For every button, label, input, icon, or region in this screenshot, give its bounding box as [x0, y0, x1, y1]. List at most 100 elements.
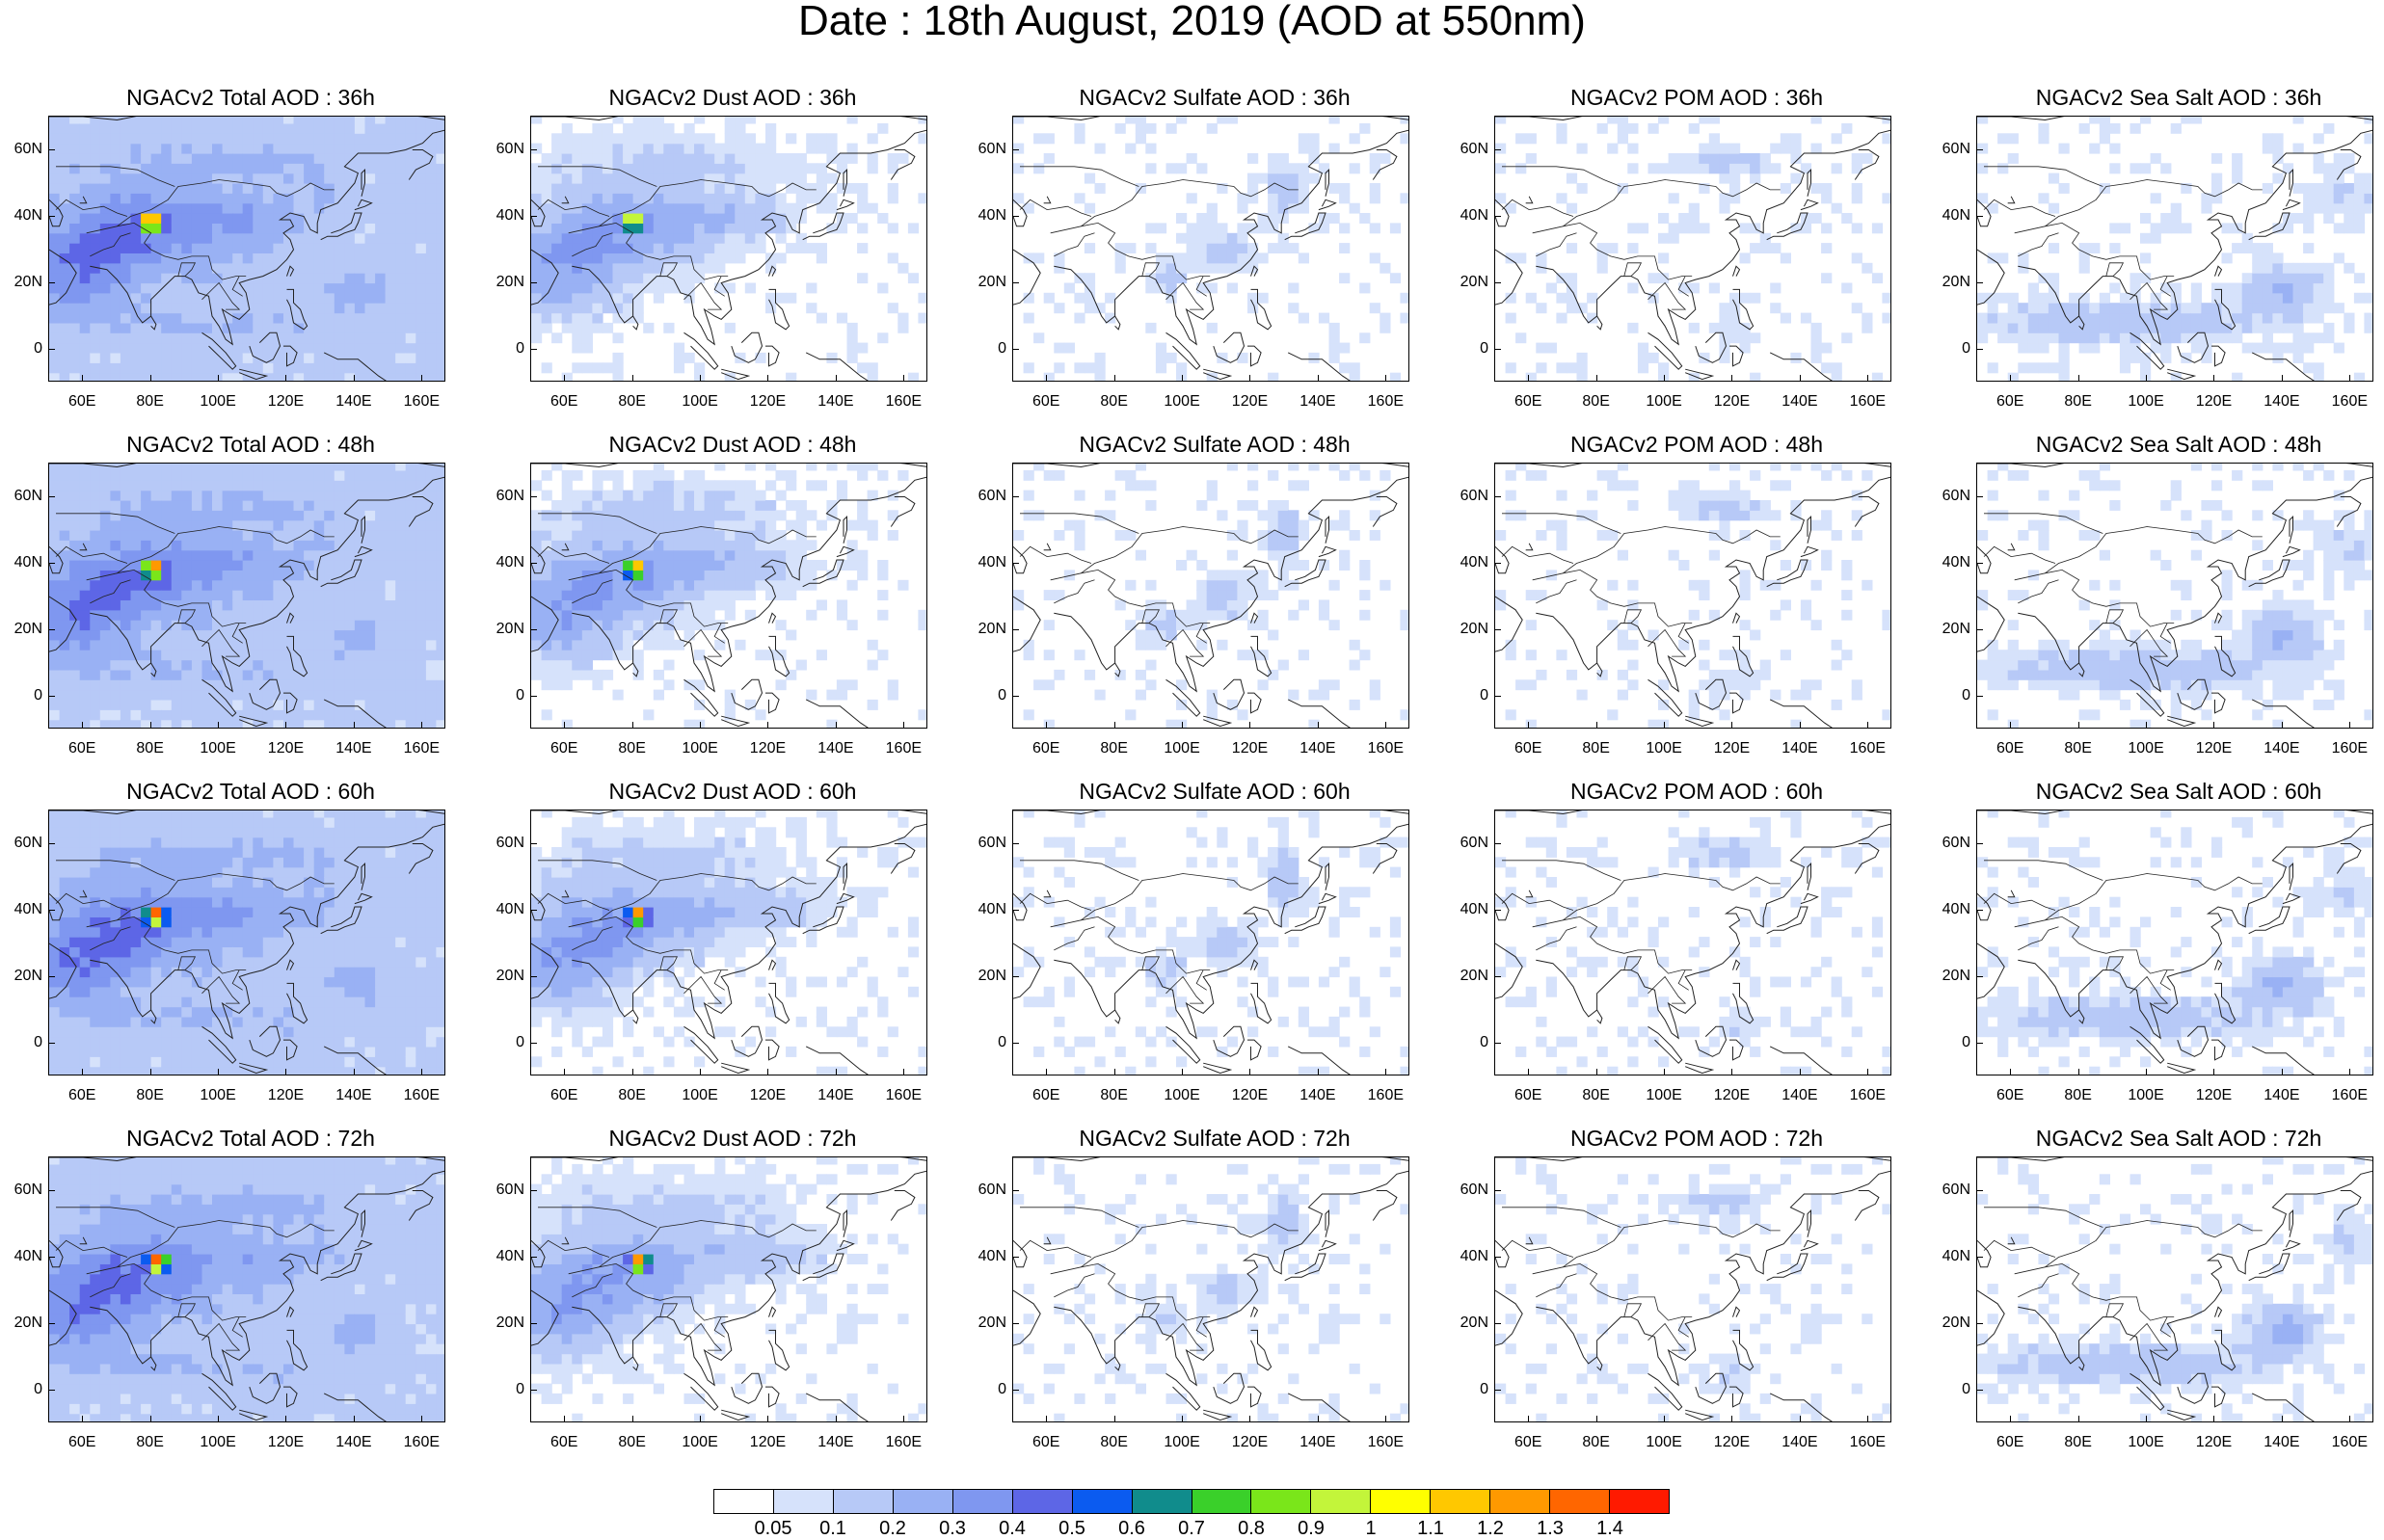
aod-cell: [1709, 510, 1720, 520]
aod-cell: [1350, 163, 1360, 173]
aod-cell: [2232, 373, 2242, 382]
aod-cell: [304, 283, 314, 294]
aod-cell: [2252, 303, 2263, 313]
aod-cell: [202, 580, 213, 591]
aod-cell: [603, 590, 613, 600]
aod-cell: [684, 590, 695, 600]
aod-cell: [1821, 470, 1832, 481]
aod-cell: [705, 560, 715, 571]
aod-cell: [776, 590, 787, 600]
aod-cell: [202, 223, 213, 233]
aod-cell: [69, 343, 80, 354]
aod-cell: [365, 353, 376, 363]
aod-cell: [1268, 153, 1278, 164]
aod-cell: [49, 173, 60, 184]
aod-cell: [100, 163, 111, 173]
aod-cell: [365, 117, 376, 124]
aod-cell: [1689, 223, 1700, 233]
aod-cell: [415, 283, 426, 294]
aod-cell: [1380, 153, 1390, 164]
aod-cell: [294, 233, 305, 244]
aod-cell: [633, 173, 644, 184]
aod-cell: [1268, 550, 1278, 561]
aod-cell: [386, 173, 396, 184]
aod-cell: [663, 233, 674, 244]
aod-cell: [592, 133, 603, 144]
aod-map: [48, 463, 445, 729]
aod-cell: [49, 510, 60, 520]
aod-cell: [192, 193, 202, 203]
aod-cell: [324, 660, 335, 671]
aod-cell: [386, 283, 396, 294]
aod-cell: [1567, 173, 1577, 184]
aod-cell: [426, 491, 437, 501]
aod-cell: [335, 550, 345, 561]
aod-cell: [1217, 117, 1227, 124]
aod-cell: [1044, 620, 1055, 630]
aod-cell: [572, 362, 582, 373]
aod-cell: [868, 203, 878, 214]
aod-cell: [663, 500, 674, 511]
aod-cell: [1556, 491, 1567, 501]
aod-cell: [1841, 283, 1852, 294]
aod-cell: [202, 709, 213, 720]
aod-cell: [365, 660, 376, 671]
aod-cell: [592, 323, 603, 333]
aod-cell: [654, 153, 664, 164]
lat-tick-label: 20N: [1446, 274, 1488, 291]
aod-cell: [582, 560, 593, 571]
aod-cell: [110, 540, 121, 550]
lat-tick: [1494, 696, 1501, 697]
aod-cell: [806, 610, 817, 621]
aod-cell: [694, 570, 705, 580]
aod-cell: [745, 117, 756, 124]
aod-cell: [49, 464, 60, 471]
lon-tick-label: 60E: [1022, 393, 1070, 411]
aod-cell: [223, 464, 233, 471]
aod-cell: [1217, 580, 1227, 591]
aod-cell: [172, 510, 182, 520]
aod-cell: [745, 213, 756, 224]
aod-cell: [551, 223, 562, 233]
aod-cell: [172, 323, 182, 333]
aod-cell: [1217, 610, 1227, 621]
aod-cell: [192, 252, 202, 263]
aod-cell: [243, 233, 254, 244]
aod-cell: [110, 193, 121, 203]
aod-cell: [202, 193, 213, 203]
aod-cell: [243, 580, 254, 591]
aod-cell: [355, 570, 365, 580]
aod-cell: [365, 670, 376, 680]
aod-cell: [80, 173, 91, 184]
aod-cell: [714, 530, 725, 541]
aod-cell: [1013, 117, 1024, 124]
aod-cell: [1299, 252, 1309, 263]
aod-cell: [375, 123, 386, 134]
aod-cell: [415, 343, 426, 354]
aod-cell: [355, 464, 365, 471]
aod-cell: [335, 193, 345, 203]
aod-cell: [1319, 690, 1329, 701]
aod-cell: [613, 252, 624, 263]
aod-cell: [80, 153, 91, 164]
aod-cell: [141, 144, 151, 154]
aod-cell: [100, 679, 111, 690]
aod-cell: [324, 720, 335, 729]
aod-cell: [633, 303, 644, 313]
aod-cell: [365, 203, 376, 214]
lat-tick-label: 20N: [0, 621, 42, 638]
aod-cell: [1268, 173, 1278, 184]
lat-tick-label: 60N: [0, 488, 42, 505]
aod-cell: [888, 690, 898, 701]
aod-cell: [1678, 480, 1689, 491]
aod-cell: [755, 353, 765, 363]
aod-cell: [1719, 520, 1729, 531]
aod-cell: [1339, 183, 1350, 194]
aod-cell: [817, 173, 827, 184]
aod-cell: [1832, 203, 1842, 214]
aod-cell: [1207, 252, 1218, 263]
aod-cell: [826, 353, 837, 363]
aod-cell: [674, 233, 684, 244]
aod-cell: [80, 293, 91, 304]
